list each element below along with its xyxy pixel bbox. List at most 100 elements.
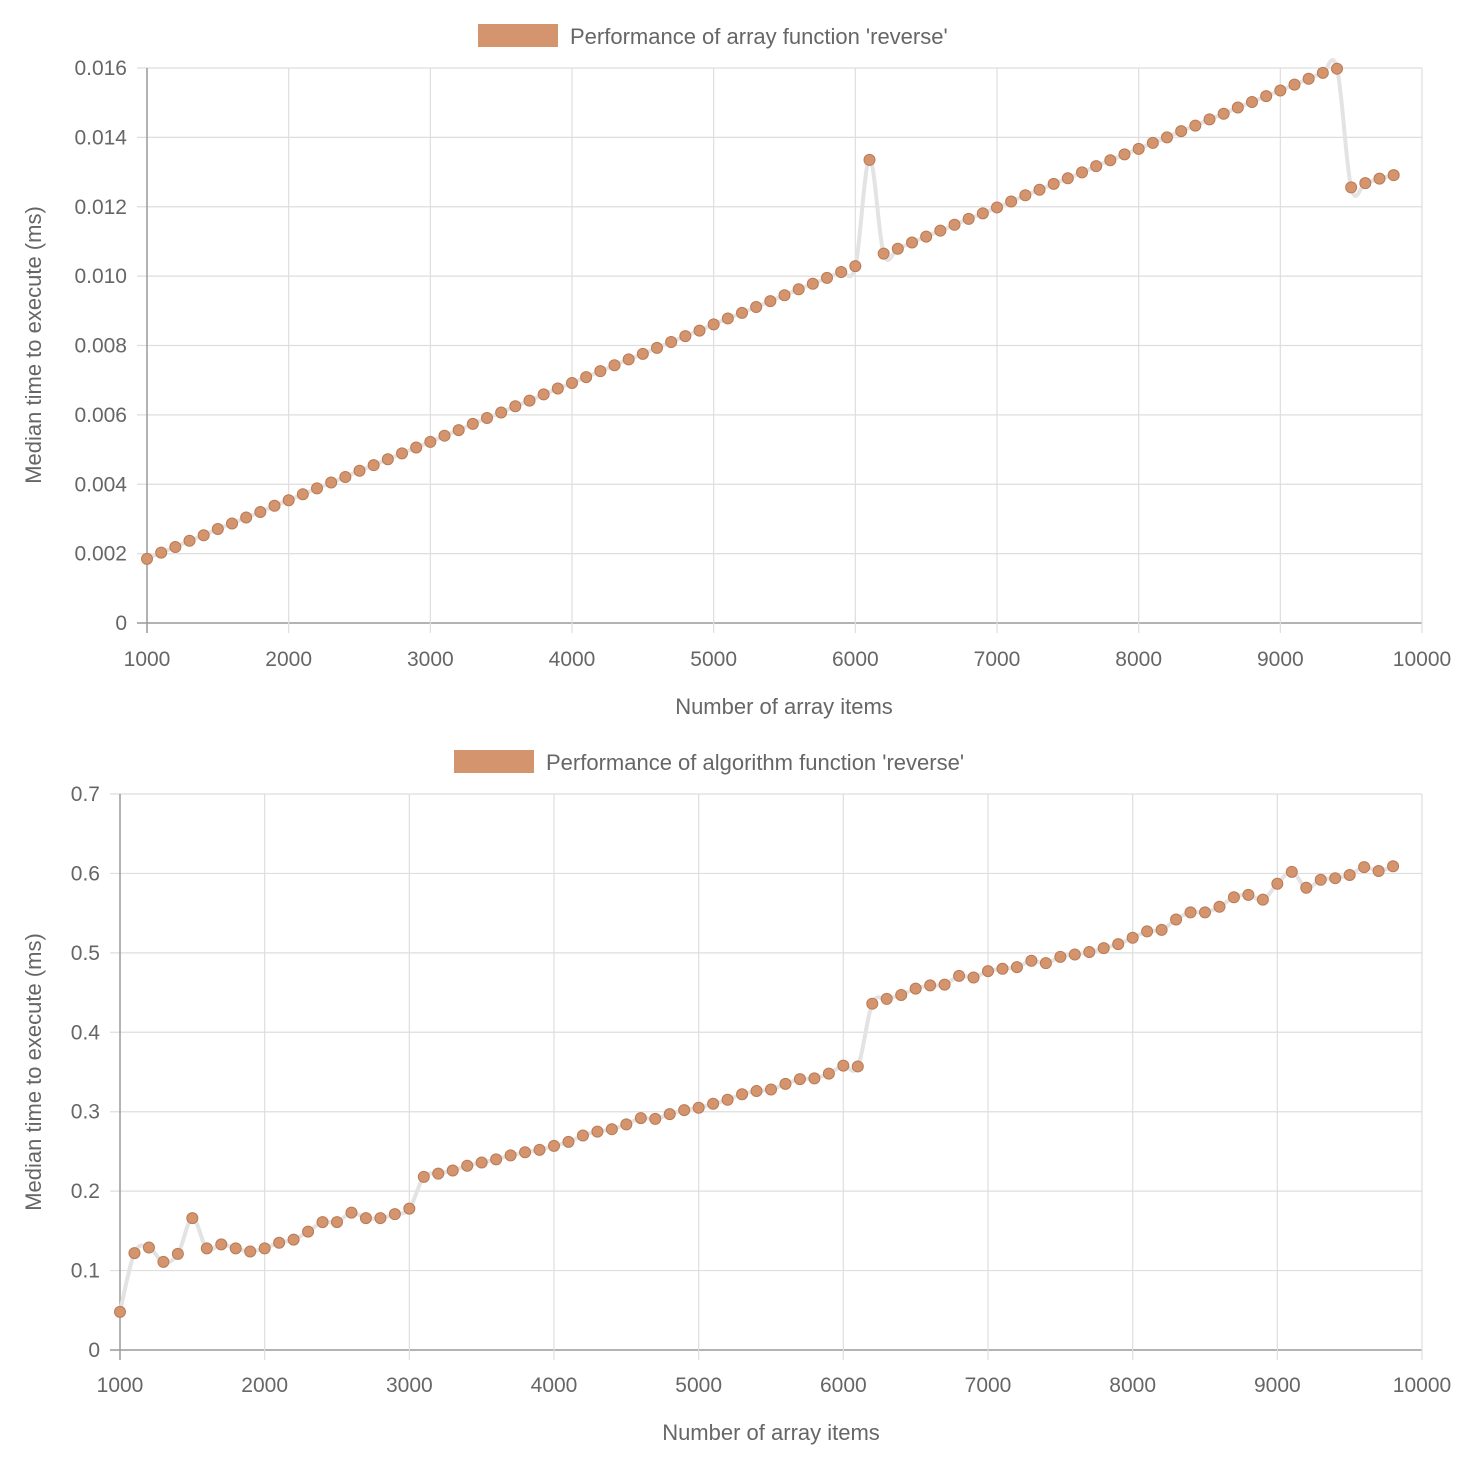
data-point[interactable] — [880, 992, 893, 1005]
data-point[interactable] — [258, 1242, 271, 1255]
data-point[interactable] — [792, 283, 805, 296]
data-point[interactable] — [359, 1212, 372, 1225]
data-point[interactable] — [665, 336, 678, 349]
data-point[interactable] — [268, 499, 281, 512]
data-point[interactable] — [367, 459, 380, 472]
data-point[interactable] — [1199, 906, 1211, 919]
data-point[interactable] — [353, 464, 366, 477]
data-point[interactable] — [273, 1236, 286, 1249]
data-point[interactable] — [1372, 865, 1385, 878]
data-point[interactable] — [996, 962, 1009, 975]
data-point[interactable] — [1118, 148, 1131, 161]
data-point[interactable] — [562, 1135, 575, 1148]
data-point[interactable] — [197, 529, 210, 542]
data-point[interactable] — [548, 1139, 560, 1152]
data-point[interactable] — [938, 978, 951, 991]
data-point[interactable] — [636, 347, 649, 360]
data-point[interactable] — [793, 1073, 806, 1086]
data-point[interactable] — [806, 277, 819, 290]
data-point[interactable] — [851, 1060, 864, 1073]
data-point[interactable] — [1126, 931, 1139, 944]
data-point[interactable] — [169, 541, 182, 554]
data-point[interactable] — [991, 201, 1003, 214]
data-point[interactable] — [374, 1212, 387, 1225]
data-point[interactable] — [1076, 166, 1088, 179]
data-point[interactable] — [1300, 881, 1313, 894]
data-point[interactable] — [622, 353, 635, 366]
data-point[interactable] — [736, 1088, 749, 1101]
data-point[interactable] — [331, 1216, 343, 1229]
data-point[interactable] — [1316, 66, 1329, 79]
data-point[interactable] — [750, 1085, 763, 1098]
data-point[interactable] — [594, 365, 607, 378]
data-point[interactable] — [1146, 136, 1159, 149]
data-point[interactable] — [142, 1241, 155, 1254]
data-point[interactable] — [877, 247, 890, 260]
data-point[interactable] — [1104, 154, 1117, 167]
data-point[interactable] — [863, 153, 876, 166]
data-point[interactable] — [388, 1208, 401, 1221]
data-point[interactable] — [649, 1112, 662, 1125]
data-point[interactable] — [537, 388, 550, 401]
data-point[interactable] — [1155, 923, 1168, 936]
data-point[interactable] — [200, 1242, 213, 1255]
data-point[interactable] — [1039, 957, 1052, 970]
data-point[interactable] — [1025, 954, 1038, 967]
data-point[interactable] — [1231, 101, 1244, 114]
data-point[interactable] — [678, 1104, 691, 1117]
data-point[interactable] — [438, 429, 451, 442]
data-point[interactable] — [316, 1216, 329, 1229]
data-point[interactable] — [475, 1156, 488, 1169]
data-point[interactable] — [1345, 181, 1358, 194]
data-point[interactable] — [141, 552, 153, 565]
data-point[interactable] — [764, 295, 777, 308]
data-point[interactable] — [183, 534, 196, 547]
data-point[interactable] — [736, 306, 748, 319]
data-point[interactable] — [765, 1083, 777, 1096]
data-point[interactable] — [1083, 946, 1096, 959]
data-point[interactable] — [114, 1305, 126, 1318]
data-point[interactable] — [1285, 865, 1298, 878]
data-point[interactable] — [229, 1242, 242, 1255]
data-point[interactable] — [345, 1206, 358, 1219]
data-point[interactable] — [1189, 119, 1202, 132]
data-point[interactable] — [240, 511, 253, 524]
data-point[interactable] — [155, 546, 168, 559]
data-point[interactable] — [128, 1247, 141, 1260]
data-point[interactable] — [721, 1093, 734, 1106]
data-point[interactable] — [1033, 183, 1046, 196]
data-point[interactable] — [1068, 948, 1081, 961]
data-point[interactable] — [410, 441, 423, 454]
legend[interactable]: Performance of array function 'reverse' — [476, 22, 948, 49]
data-point[interactable] — [692, 1101, 705, 1114]
data-point[interactable] — [822, 1067, 835, 1080]
data-point[interactable] — [446, 1164, 459, 1177]
data-point[interactable] — [707, 1097, 720, 1110]
data-point[interactable] — [566, 376, 578, 389]
data-point[interactable] — [504, 1149, 517, 1162]
data-point[interactable] — [417, 1170, 430, 1183]
data-point[interactable] — [849, 260, 862, 273]
data-point[interactable] — [495, 406, 508, 419]
data-point[interactable] — [339, 470, 352, 483]
data-point[interactable] — [490, 1153, 503, 1166]
data-point[interactable] — [1288, 78, 1301, 91]
data-point[interactable] — [1314, 873, 1327, 886]
data-point[interactable] — [1260, 90, 1273, 103]
data-point[interactable] — [244, 1245, 257, 1258]
data-point[interactable] — [1047, 177, 1060, 190]
data-point[interactable] — [1005, 195, 1018, 208]
data-point[interactable] — [778, 289, 791, 302]
data-point[interactable] — [948, 218, 961, 231]
data-point[interactable] — [750, 301, 763, 313]
data-point[interactable] — [1054, 950, 1067, 963]
data-point[interactable] — [576, 1129, 589, 1142]
data-point[interactable] — [620, 1118, 633, 1131]
data-point[interactable] — [157, 1255, 170, 1268]
data-point[interactable] — [186, 1212, 199, 1225]
data-point[interactable] — [1274, 84, 1287, 97]
data-point[interactable] — [452, 424, 465, 437]
data-point[interactable] — [934, 224, 947, 237]
data-point[interactable] — [779, 1077, 792, 1090]
data-point[interactable] — [287, 1233, 300, 1246]
